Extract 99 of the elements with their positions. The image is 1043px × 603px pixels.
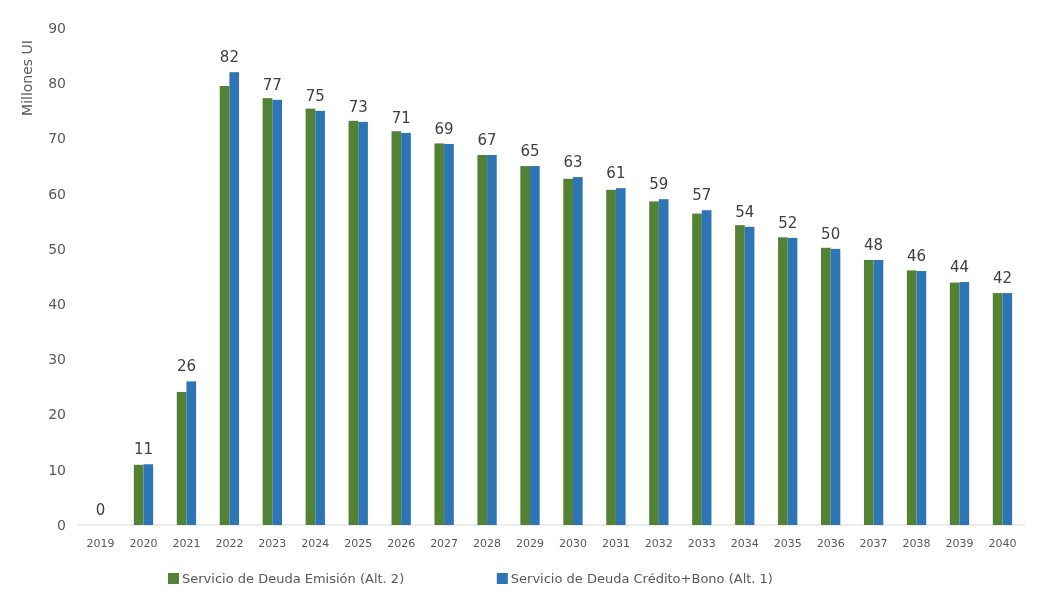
bar: [572, 177, 583, 525]
x-tick-label: 2029: [516, 537, 545, 550]
bar: [863, 259, 874, 525]
x-tick-label: 2033: [687, 537, 716, 550]
data-label: 0: [95, 501, 106, 519]
bar: [916, 270, 927, 525]
bar: [563, 178, 573, 525]
data-label: 69: [434, 119, 454, 138]
x-tick-label: 2032: [644, 537, 673, 550]
bar: [229, 72, 240, 525]
bar: [658, 199, 669, 525]
data-label: 44: [949, 258, 970, 277]
y-tick-label: 50: [48, 240, 66, 257]
x-tick-label: 2034: [730, 537, 759, 550]
bar: [133, 464, 144, 525]
bar: [744, 226, 755, 525]
x-tick-label: 2038: [902, 537, 931, 550]
y-tick-label: 70: [48, 130, 66, 147]
bar: [992, 293, 1003, 525]
bar: [701, 210, 712, 525]
data-label: 48: [864, 235, 884, 254]
y-tick-label: 60: [48, 185, 66, 202]
data-label: 11: [133, 440, 154, 459]
bar: [530, 166, 540, 525]
bar: [444, 143, 454, 525]
bar: [348, 120, 359, 525]
bar: [778, 237, 788, 525]
bar: [176, 391, 187, 525]
x-tick-label: 2025: [344, 537, 373, 550]
legend-label: Servicio de Deuda Emisión (Alt. 2): [182, 571, 405, 586]
bar: [358, 121, 368, 525]
x-tick-label: 2019: [86, 537, 115, 550]
bar: [821, 247, 831, 525]
x-tick-label: 2039: [945, 537, 974, 550]
data-label: 71: [391, 108, 411, 127]
x-tick-label: 2020: [129, 537, 158, 550]
bar: [735, 225, 745, 525]
bar: [262, 98, 273, 525]
bar: [787, 237, 798, 525]
bar: [1002, 293, 1013, 525]
bar: [906, 270, 917, 525]
bar: [606, 189, 616, 525]
x-tick-label: 2022: [215, 537, 244, 550]
bar: [186, 381, 197, 525]
data-label: 26: [176, 357, 196, 376]
y-axis-title: Millones UI: [19, 40, 35, 116]
data-label: 50: [821, 224, 841, 243]
bar: [391, 131, 402, 525]
y-tick-label: 80: [48, 75, 66, 92]
data-label: 42: [992, 269, 1012, 288]
bar: [830, 248, 841, 525]
data-label: 77: [262, 75, 282, 94]
y-tick-label: 30: [48, 351, 66, 368]
data-label: 75: [305, 86, 325, 105]
bar: [477, 155, 488, 525]
bar: [949, 282, 960, 525]
bar: [272, 99, 282, 525]
bar: [649, 201, 659, 525]
x-tick-label: 2023: [258, 537, 287, 550]
bar: [873, 259, 884, 525]
bar: [520, 166, 531, 525]
y-tick-label: 0: [57, 516, 66, 533]
x-tick-label: 2037: [859, 537, 888, 550]
x-tick-label: 2024: [301, 537, 330, 550]
y-tick-label: 90: [48, 19, 66, 36]
bar: [305, 108, 316, 525]
bar: [959, 282, 970, 525]
data-label: 59: [649, 175, 669, 194]
data-label: 73: [348, 97, 368, 116]
x-tick-label: 2030: [558, 537, 587, 550]
bar: [315, 110, 325, 525]
data-label: 65: [520, 142, 540, 161]
data-label: 67: [477, 131, 497, 150]
data-label: 63: [563, 153, 583, 172]
bar: [143, 464, 154, 525]
data-label: 82: [219, 48, 239, 67]
data-label: 46: [907, 246, 927, 265]
data-label: 54: [735, 202, 755, 221]
data-label: 52: [778, 213, 798, 232]
y-tick-label: 10: [48, 461, 66, 478]
x-tick-label: 2035: [773, 537, 802, 550]
bar: [487, 155, 497, 525]
bar: [615, 188, 626, 525]
data-label: 61: [606, 164, 626, 183]
x-tick-label: 2040: [988, 537, 1017, 550]
legend-label: Servicio de Deuda Crédito+Bono (Alt. 1): [510, 571, 773, 586]
bar: [401, 132, 411, 525]
x-tick-label: 2027: [430, 537, 459, 550]
data-label: 57: [692, 186, 712, 205]
x-tick-label: 2021: [172, 537, 201, 550]
bar: [434, 143, 445, 525]
bar: [219, 85, 230, 525]
x-tick-label: 2031: [601, 537, 630, 550]
x-tick-label: 2026: [387, 537, 416, 550]
y-tick-label: 20: [48, 406, 66, 423]
x-tick-label: 2036: [816, 537, 845, 550]
y-tick-label: 40: [48, 296, 66, 313]
bar: [692, 213, 702, 525]
x-tick-label: 2028: [473, 537, 502, 550]
